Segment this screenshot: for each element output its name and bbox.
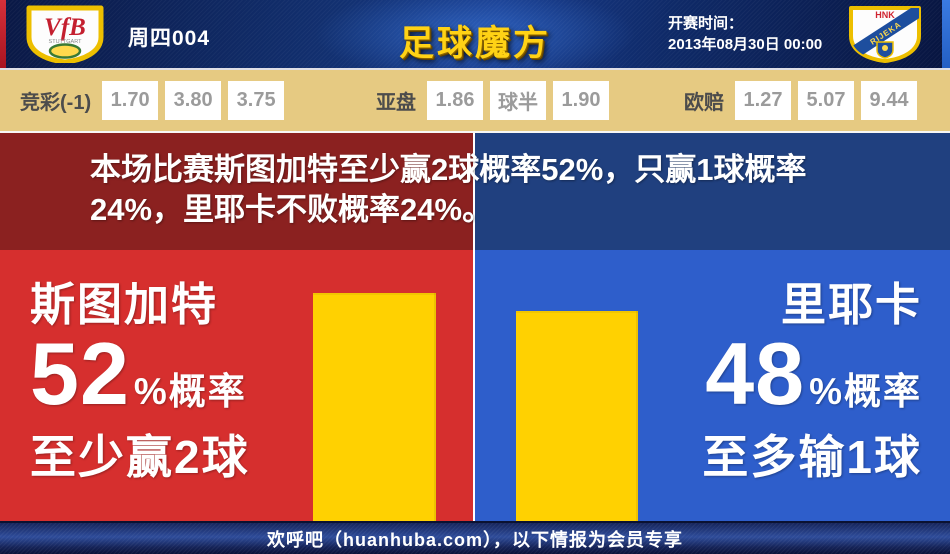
asian-home-odds: 1.86 — [427, 81, 483, 120]
match-number-label: 周四004 — [128, 27, 211, 50]
home-probability-bar — [313, 293, 436, 521]
right-accent-strip — [942, 0, 950, 68]
asian-handicap-line: 球半 — [490, 81, 546, 120]
home-team-name: 斯图加特 — [30, 279, 219, 330]
summary-line-1: 本场比赛斯图加特至少赢2球概率52%，只赢1球概率 — [90, 152, 807, 187]
hnk-rijeka-crest-icon: HNK RIJEKA — [849, 6, 921, 63]
away-probability-bar — [516, 311, 638, 521]
odds-value-draw: 3.80 — [165, 81, 222, 120]
odds-group-jingcai: 竞彩(-1) 1.70 3.80 3.75 — [20, 81, 285, 120]
left-accent-strip — [0, 0, 6, 68]
odds-group-asian-handicap: 亚盘 1.86 球半 1.90 — [376, 81, 609, 120]
away-outcome-label: 至多输1球 — [702, 431, 922, 483]
odds-value-away: 3.75 — [228, 81, 285, 120]
odds-bar: 竞彩(-1) 1.70 3.80 3.75 亚盘 1.86 球半 1.90 欧赔… — [0, 70, 950, 131]
summary-band-away — [475, 133, 950, 250]
home-team-logo: VfB STUTTGART — [24, 5, 106, 65]
svg-text:VfB: VfB — [44, 14, 86, 41]
away-probability: 48 %概率 — [705, 330, 922, 418]
odds-label-european: 欧赔 — [684, 92, 724, 114]
odds-label-asian: 亚盘 — [376, 92, 416, 114]
away-percent-value: 48 — [705, 324, 806, 423]
odds-label-jingcai: 竞彩(-1) — [20, 92, 92, 114]
svg-text:STUTTGART: STUTTGART — [49, 39, 83, 45]
match-summary: 本场比赛斯图加特至少赢2球概率52%，只赢1球概率 24%，里耶卡不败概率24%… — [90, 150, 910, 230]
site-logo[interactable]: 足球魔方 — [398, 24, 552, 63]
odds-value-home: 1.70 — [102, 81, 159, 120]
home-outcome-label: 至少赢2球 — [30, 431, 250, 483]
home-probability: 52 %概率 — [30, 330, 247, 418]
odds-bottom-divider — [0, 131, 950, 133]
footer: 欢呼吧（huanhuba.com），以下情报为会员专享 — [0, 521, 950, 554]
svg-text:HNK: HNK — [875, 10, 895, 20]
away-percent-suffix: %概率 — [809, 371, 922, 412]
header: VfB STUTTGART 周四004 足球魔方 开赛时间： 2013年08月3… — [0, 0, 950, 68]
kickoff-info: 开赛时间： 2013年08月30日 00:00 — [668, 13, 822, 55]
home-percent-value: 52 — [30, 324, 130, 423]
footer-text: 欢呼吧（huanhuba.com），以下情报为会员专享 — [266, 529, 683, 550]
vfb-stuttgart-crest-icon: VfB STUTTGART — [26, 5, 104, 65]
summary-line-2: 24%，里耶卡不败概率24%。 — [90, 192, 494, 227]
euro-away-odds: 9.44 — [861, 81, 917, 120]
away-team-name: 里耶卡 — [780, 279, 922, 330]
panel-divider — [473, 133, 475, 521]
euro-draw-odds: 5.07 — [798, 81, 854, 120]
summary-band-home — [0, 133, 475, 250]
kickoff-time: 2013年08月30日 00:00 — [668, 36, 823, 53]
header-divider-line — [0, 68, 950, 70]
euro-home-odds: 1.27 — [735, 81, 791, 120]
home-percent-suffix: %概率 — [133, 371, 247, 412]
away-team-logo: HNK RIJEKA — [846, 5, 924, 63]
odds-group-european: 欧赔 1.27 5.07 9.44 — [684, 81, 917, 120]
kickoff-label: 开赛时间： — [668, 15, 744, 32]
asian-away-odds: 1.90 — [553, 81, 609, 120]
